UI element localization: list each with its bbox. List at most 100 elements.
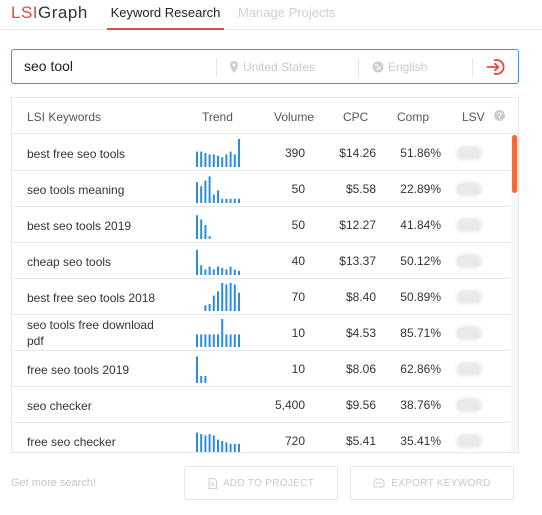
lsv-blurred-value (456, 362, 482, 376)
export-icon (373, 478, 385, 488)
keyword-cell[interactable]: free seo checker (27, 435, 116, 449)
comp-cell: 22.89% (400, 182, 441, 196)
trend-bar (229, 151, 232, 167)
trend-bar (233, 284, 236, 311)
comp-cell: 41.84% (400, 218, 441, 232)
trend-bar (212, 295, 215, 311)
trend-bar (217, 334, 219, 347)
table-row[interactable]: best free seo tools 390 $14.26 51.86% (12, 135, 510, 171)
info-icon[interactable]: ? (494, 110, 505, 121)
trend-bar (196, 249, 198, 275)
trend-bar (229, 283, 232, 311)
cpc-cell: $14.26 (339, 146, 376, 160)
logo-part-graph: Graph (38, 3, 88, 22)
trend-bar (204, 435, 207, 452)
trend-bar (204, 153, 207, 167)
comp-cell: 51.86% (400, 146, 441, 160)
trend-bar (238, 292, 240, 311)
language-select[interactable]: English (372, 60, 427, 74)
location-select[interactable]: United States (229, 60, 315, 74)
keyword-cell[interactable]: free seo tools 2019 (27, 363, 130, 377)
trend-bar (221, 268, 224, 275)
comp-cell: 50.89% (400, 290, 441, 304)
trend-bar (204, 305, 207, 311)
header-cpc[interactable]: CPC (343, 110, 369, 124)
lsv-blurred-value (456, 182, 482, 196)
trend-bar (233, 198, 236, 203)
keywords-table: LSI Keywords Trend Volume CPC Comp LSV ?… (11, 97, 519, 453)
trend-bar (212, 435, 215, 452)
trend-bar (196, 334, 198, 347)
table-row[interactable]: best seo tools 2019 50 $12.27 41.84% (12, 207, 510, 243)
header-lsv[interactable]: LSV (462, 110, 485, 124)
volume-cell: 10 (291, 362, 305, 376)
trend-bar (217, 266, 219, 275)
trend-bar (225, 442, 228, 452)
tab-manage-projects[interactable]: Manage Projects (238, 5, 336, 20)
table-scrollbar-track[interactable] (511, 135, 518, 452)
keyword-cell[interactable]: cheap seo tools (27, 255, 112, 269)
trend-bar (208, 266, 211, 275)
keyword-cell[interactable]: best free seo tools (27, 147, 126, 161)
trend-bar (212, 194, 215, 203)
keyword-cell[interactable]: seo tools meaning (27, 183, 125, 197)
trend-sparkline (196, 215, 211, 239)
header-trend[interactable]: Trend (202, 110, 233, 124)
top-bar: LSIGraph Keyword Research Manage Project… (0, 0, 542, 30)
trend-bar (196, 215, 198, 239)
trend-bar (208, 304, 211, 311)
table-scrollbar-thumb[interactable] (512, 135, 517, 193)
keyword-cell[interactable]: seo tools free download pdf (27, 318, 154, 348)
table-row[interactable]: cheap seo tools 40 $13.37 50.12% (12, 243, 510, 279)
cpc-cell: $12.27 (339, 218, 376, 232)
get-more-search-link[interactable]: Get more search! (11, 477, 96, 489)
trend-bar (208, 236, 211, 239)
table-row[interactable]: free seo checker 720 $5.41 35.41% (12, 423, 510, 452)
lsv-blurred-value (456, 434, 482, 448)
trend-bar (229, 198, 232, 203)
trend-bar (217, 190, 219, 203)
trend-bar (229, 443, 232, 452)
comp-cell: 38.76% (400, 398, 441, 412)
add-to-project-button[interactable]: ADD TO PROJECT (184, 466, 338, 500)
header-lsi-keywords[interactable]: LSI Keywords (27, 110, 102, 124)
keyword-search-input[interactable]: seo tool (24, 58, 74, 74)
table-row[interactable]: free seo tools 2019 10 $8.06 62.86% (12, 351, 510, 387)
trend-bar (200, 434, 203, 452)
header-comp[interactable]: Comp (397, 110, 430, 124)
trend-sparkline (196, 176, 240, 203)
keyword-cell[interactable]: best seo tools 2019 (27, 219, 132, 233)
table-row[interactable]: best free seo tools 2018 70 $8.40 50.89% (12, 279, 510, 315)
search-divider (216, 58, 217, 77)
trend-bar (212, 269, 215, 275)
volume-cell: 50 (291, 182, 305, 196)
trend-bar (238, 334, 240, 347)
search-bar: seo tool United States English (11, 49, 519, 84)
trend-bar (238, 198, 240, 203)
trend-bar (196, 356, 198, 383)
table-row[interactable]: seo tools meaning 50 $5.58 22.89% (12, 171, 510, 207)
trend-sparkline (204, 283, 240, 311)
cpc-cell: $5.41 (345, 434, 376, 448)
tab-keyword-research[interactable]: Keyword Research (107, 5, 224, 30)
keyword-cell[interactable]: best free seo tools 2018 (27, 291, 156, 305)
export-keyword-button[interactable]: EXPORT KEYWORD (350, 466, 514, 500)
header-volume[interactable]: Volume (274, 110, 315, 124)
table-row[interactable]: seo tools free download pdf 10 $4.53 85.… (12, 315, 510, 351)
lsv-blurred-value (456, 218, 482, 232)
volume-cell: 10 (291, 326, 305, 340)
trend-bar (204, 269, 207, 275)
trend-bar (217, 291, 219, 311)
trend-bar (200, 376, 203, 383)
table-row[interactable]: seo checker 5,400 $9.56 38.76% (12, 387, 510, 423)
trend-bar (221, 157, 224, 167)
cpc-cell: $8.40 (345, 290, 376, 304)
search-submit-icon[interactable] (486, 57, 506, 77)
lsigraph-logo[interactable]: LSIGraph (11, 3, 88, 23)
trend-bar (225, 154, 228, 167)
trend-bar (238, 139, 240, 167)
lsv-blurred-value (456, 254, 482, 268)
trend-sparkline (196, 319, 240, 347)
comp-cell: 85.71% (400, 326, 441, 340)
keyword-cell[interactable]: seo checker (27, 399, 92, 413)
